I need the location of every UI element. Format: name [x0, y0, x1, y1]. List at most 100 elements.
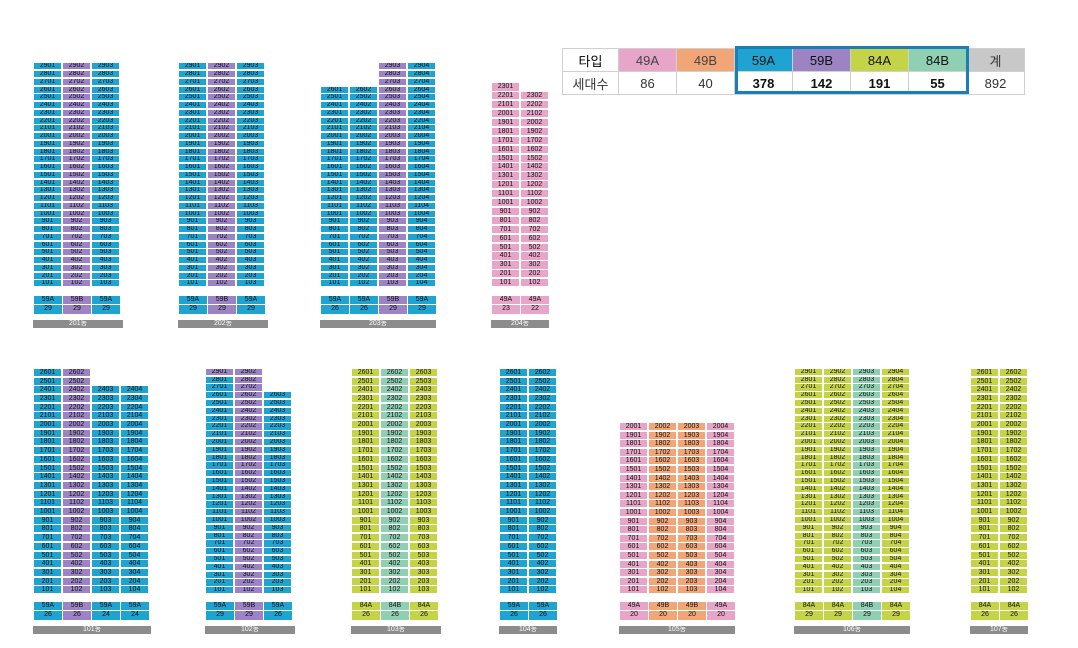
- unit-cell: 2003: [852, 438, 881, 447]
- unit-cell: 1304: [881, 492, 910, 501]
- unit-cell: 1601: [205, 469, 234, 478]
- unit-cell: 2104: [407, 124, 436, 133]
- unit-cell: 501: [970, 550, 999, 560]
- unit-cell: 102: [999, 585, 1028, 595]
- building-label: 103동: [351, 626, 441, 634]
- unit-cell: 1301: [33, 480, 62, 490]
- unit-cell: 1601: [970, 454, 999, 464]
- unit-cell: 2003: [91, 420, 120, 430]
- unit-cell: 1003: [263, 516, 292, 525]
- unit-cell: 2401: [794, 406, 823, 415]
- type-tag: 59A: [263, 602, 292, 611]
- unit-cell: 1901: [320, 139, 349, 148]
- unit-cell: 2803: [852, 375, 881, 384]
- unit-cell: 2003: [236, 132, 265, 141]
- unit-cell: 802: [823, 531, 852, 540]
- unit-cell: 1702: [234, 461, 263, 470]
- unit-cell: 103: [263, 586, 292, 595]
- unit-cell: 2503: [378, 93, 407, 102]
- unit-cell: 1101: [499, 498, 528, 508]
- unit-cell: 201: [351, 576, 380, 586]
- unit-cell: 2202: [823, 422, 852, 431]
- unit-cell: 2204: [407, 116, 436, 125]
- unit-cell: 102: [823, 586, 852, 595]
- unit-cell: 1001: [351, 507, 380, 517]
- unit-cell: 302: [234, 570, 263, 579]
- unit-cell: 803: [409, 524, 438, 534]
- unit-cell: 2002: [823, 438, 852, 447]
- unit-cell: 2003: [409, 420, 438, 430]
- unit-cell: 2602: [234, 391, 263, 400]
- unit-cell: 2102: [823, 430, 852, 439]
- unit-cell: 2402: [234, 406, 263, 415]
- unit-cell: 802: [234, 531, 263, 540]
- unit-cell: 303: [91, 263, 120, 272]
- unit-cell: 1401: [33, 472, 62, 482]
- unit-cell: 2002: [520, 117, 549, 128]
- unit-cell: 1704: [407, 155, 436, 164]
- unit-cell: 1804: [407, 147, 436, 156]
- unit-cell: 2504: [881, 399, 910, 408]
- unit-count: 29: [378, 305, 407, 314]
- unit-cell: 1002: [62, 209, 91, 218]
- count-84B: 55: [908, 71, 967, 95]
- unit-cell: 2702: [62, 77, 91, 86]
- unit-cell: 403: [378, 256, 407, 265]
- unit-cell: 1102: [528, 498, 557, 508]
- building-label: 202동: [178, 320, 268, 328]
- unit-cell: 302: [823, 570, 852, 579]
- unit-cell: 201: [794, 578, 823, 587]
- unit-cell: 1103: [91, 498, 120, 508]
- unit-cell: 1403: [852, 484, 881, 493]
- unit-cell: 704: [881, 539, 910, 548]
- unit-cell: 701: [33, 232, 62, 241]
- unit-cell: 703: [91, 533, 120, 543]
- unit-cell: 1004: [407, 209, 436, 218]
- unit-cell: 2004: [407, 132, 436, 141]
- unit-cell: 1601: [178, 163, 207, 172]
- unit-cell: 503: [91, 248, 120, 257]
- unit-cell: 1703: [91, 446, 120, 456]
- unit-cell: 2001: [33, 420, 62, 430]
- unit-cell: 1703: [263, 461, 292, 470]
- unit-cell: 1302: [234, 492, 263, 501]
- unit-cell: 1402: [349, 178, 378, 187]
- unit-cell: 2201: [794, 422, 823, 431]
- unit-cell: 903: [409, 515, 438, 525]
- unit-cell: 2201: [970, 402, 999, 412]
- unit-cell: 1102: [999, 498, 1028, 508]
- unit-cell: 1501: [205, 477, 234, 486]
- unit-cell: 504: [120, 550, 149, 560]
- unit-cell: 1503: [677, 465, 706, 474]
- unit-cell: 2002: [234, 438, 263, 447]
- unit-cell: 201: [205, 578, 234, 587]
- unit-count: 29: [407, 305, 436, 314]
- unit-cell: 302: [528, 567, 557, 577]
- unit-cell: 1404: [706, 473, 735, 483]
- unit-cell: 701: [499, 533, 528, 543]
- unit-cell: 601: [499, 541, 528, 551]
- unit-cell: 1502: [648, 465, 677, 474]
- type-tag: 59A: [120, 602, 149, 611]
- unit-cell: 804: [881, 531, 910, 540]
- unit-cell: 1602: [234, 469, 263, 478]
- building-label: 101동: [33, 626, 151, 634]
- unit-cell: 2102: [520, 109, 549, 119]
- unit-cell: 2503: [236, 93, 265, 102]
- unit-cell: 502: [823, 555, 852, 564]
- unit-cell: 903: [852, 523, 881, 532]
- unit-cell: 2301: [33, 108, 62, 117]
- unit-cell: 2801: [178, 70, 207, 79]
- unit-cell: 2302: [349, 108, 378, 117]
- unit-cell: 1904: [120, 428, 149, 438]
- unit-cell: 1401: [491, 162, 520, 172]
- unit-cell: 1302: [999, 480, 1028, 490]
- unit-cell: 1102: [62, 201, 91, 210]
- unit-cell: 1202: [823, 500, 852, 509]
- unit-cell: 802: [520, 215, 549, 226]
- unit-cell: 2202: [234, 422, 263, 431]
- unit-cell: 202: [999, 576, 1028, 586]
- unit-cell: 403: [91, 559, 120, 569]
- unit-cell: 2602: [380, 367, 409, 377]
- unit-cell: 1603: [263, 469, 292, 478]
